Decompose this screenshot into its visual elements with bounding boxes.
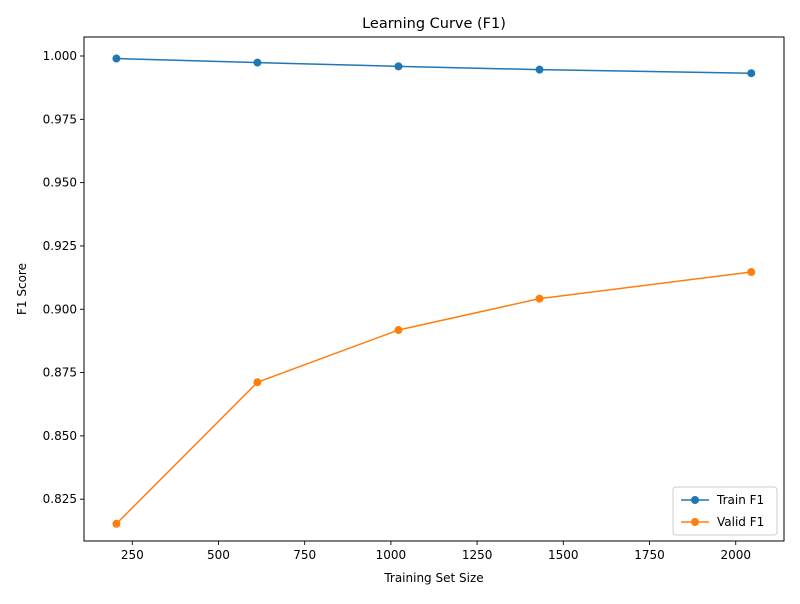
y-tick-label: 0.875 <box>43 366 77 380</box>
series-2-point <box>535 294 544 303</box>
x-tick-label: 1750 <box>634 548 665 562</box>
series-1-point <box>535 65 544 74</box>
y-tick-label: 0.850 <box>43 429 77 443</box>
legend-label-2: Valid F1 <box>717 515 764 529</box>
legend: Train F1 Valid F1 <box>672 486 778 536</box>
axes-frame <box>83 36 785 542</box>
x-axis: 250 500 750 1000 1250 1500 1750 2000 <box>121 541 751 562</box>
series-2-point <box>253 378 262 387</box>
series-1-point <box>747 69 756 78</box>
plot-area <box>112 54 756 528</box>
legend-marker-1 <box>691 496 699 504</box>
x-tick-label: 1500 <box>548 548 579 562</box>
y-tick-label: 0.900 <box>43 302 77 316</box>
series-2-point <box>112 519 121 528</box>
chart-title: Learning Curve (F1) <box>362 16 506 32</box>
legend-label-1: Train F1 <box>716 493 764 507</box>
x-tick-label: 250 <box>121 548 144 562</box>
y-tick-label: 0.975 <box>43 112 77 126</box>
series-2-point <box>394 326 403 335</box>
x-tick-label: 500 <box>207 548 230 562</box>
series-2-point <box>747 268 756 277</box>
y-tick-label: 0.950 <box>43 176 77 190</box>
legend-box <box>672 486 778 536</box>
y-tick-label: 0.925 <box>43 239 77 253</box>
x-tick-label: 1250 <box>462 548 493 562</box>
y-axis: 0.825 0.850 0.875 0.900 0.925 0.950 0.975 1.000 <box>43 49 84 506</box>
x-tick-label: 2000 <box>720 548 751 562</box>
y-tick-label: 0.825 <box>43 492 77 506</box>
x-axis-label: Training Set Size <box>383 571 483 585</box>
x-tick-label: 750 <box>293 548 316 562</box>
series-1-point <box>394 62 403 71</box>
series-1-point <box>112 54 121 63</box>
legend-marker-2 <box>691 518 699 526</box>
y-tick-label: 1.000 <box>43 49 77 63</box>
y-axis-label: F1 Score <box>15 263 29 315</box>
x-tick-label: 1000 <box>376 548 407 562</box>
series-1-point <box>253 58 262 67</box>
